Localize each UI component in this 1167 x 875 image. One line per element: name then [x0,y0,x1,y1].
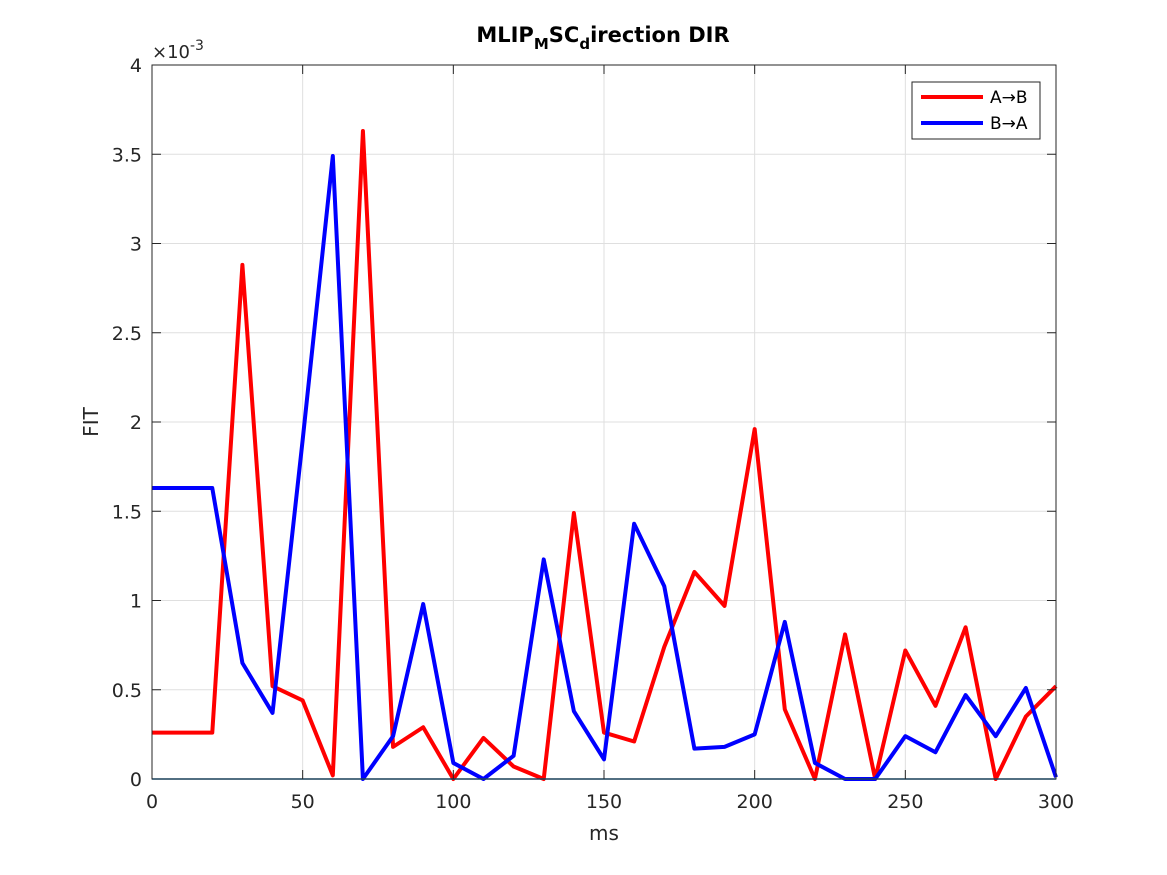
x-tick-label: 50 [291,791,315,813]
x-tick-label: 300 [1038,791,1074,813]
x-tick-label: 0 [146,791,158,813]
x-axis-label: ms [589,821,619,845]
y-tick-label: 3.5 [112,144,142,166]
title-middle: SC [549,23,580,47]
chart-title: MLIPMSCdirection DIR [476,23,729,53]
y-tick-label: 1.5 [112,501,142,523]
series-line-a-to-b [152,129,1058,781]
legend-entry-b-to-a: B→A [990,114,1028,134]
axis-ticks: 0 50 100 150 200 250 300 0 0.5 1 1.5 2 2.5 3 3.5 4 [112,55,1074,813]
y-exponent-base: ×10 [152,42,190,63]
series-line-b-to-a [152,154,1058,781]
x-tick-label: 150 [586,791,622,813]
series-lines [152,129,1058,781]
y-tick-label: 2 [130,412,142,434]
y-tick-label: 0.5 [112,680,142,702]
x-tick-label: 200 [737,791,773,813]
legend-box [911,81,1041,140]
x-tick-label: 100 [435,791,471,813]
title-subscript-1: M [534,35,549,53]
x-tick-label: 250 [887,791,923,813]
y-tick-label: 4 [130,55,142,77]
y-tick-label: 0 [130,769,142,791]
y-tick-label: 2.5 [112,323,142,345]
legend-entry-a-to-b: A→B [990,88,1028,108]
legend: A→B B→A [911,81,1041,140]
y-exponent-power: -3 [190,38,204,54]
y-tick-label: 1 [130,591,142,613]
y-tick-label: 3 [130,234,142,256]
y-exponent-label: ×10-3 [152,38,204,63]
title-subscript-2: d [579,35,590,53]
y-axis-label: FIT [79,406,103,436]
title-rest: irection DIR [590,23,730,47]
title-main: MLIP [476,23,533,47]
